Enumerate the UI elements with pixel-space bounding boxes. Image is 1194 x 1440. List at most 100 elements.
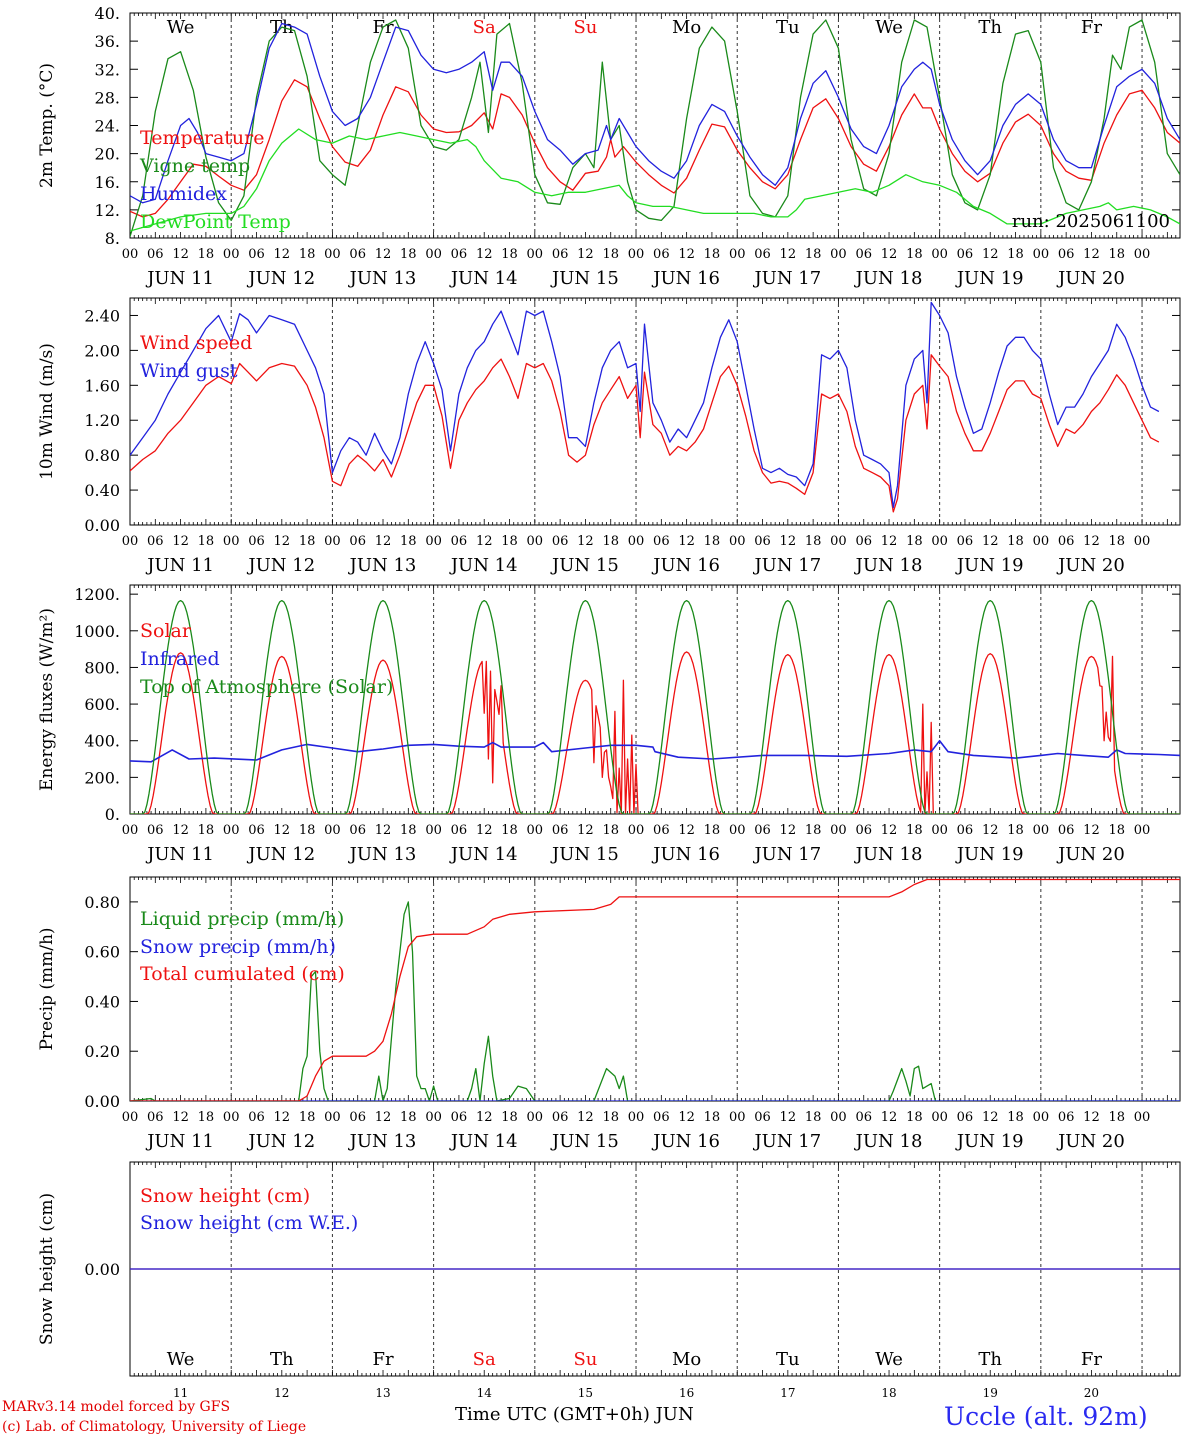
x-hour-label: 06 — [1058, 534, 1075, 549]
x-hour-label: 00 — [830, 534, 847, 549]
weekday-label: Mo — [672, 1349, 701, 1370]
x-hour-label: 00 — [830, 247, 847, 262]
x-hour-label: 18 — [400, 247, 417, 262]
x-hour-label: 18 — [704, 823, 721, 838]
x-hour-label: 06 — [552, 247, 569, 262]
day-number-label: 20 — [1084, 1386, 1099, 1400]
series-line-wind-gust — [130, 301, 1160, 509]
day-number-label: 11 — [173, 1386, 188, 1400]
x-hour-label: 06 — [1058, 1110, 1075, 1125]
x-day-label: JUN 19 — [955, 555, 1024, 576]
x-hour-label: 12 — [1083, 247, 1100, 262]
x-day-label: JUN 18 — [854, 1131, 923, 1152]
x-day-label: JUN 11 — [145, 844, 214, 865]
weekday-label: Th — [270, 1349, 294, 1370]
series-group — [130, 19, 1180, 237]
lab-credit: (c) Lab. of Climatology, University of L… — [2, 1419, 307, 1435]
x-hour-label: 06 — [754, 823, 771, 838]
weekday-label: Th — [978, 17, 1002, 38]
x-hour-label: 06 — [1058, 247, 1075, 262]
x-hour-label: 00 — [223, 1110, 240, 1125]
x-hour-label: 06 — [147, 1110, 164, 1125]
x-hour-label: 12 — [577, 534, 594, 549]
x-hour-label: 00 — [931, 534, 948, 549]
x-hour-label: 12 — [881, 823, 898, 838]
x-day-label: JUN 11 — [145, 555, 214, 576]
y-tick-label: 28. — [95, 88, 120, 107]
x-hour-label: 00 — [425, 1110, 442, 1125]
x-hour-label: 18 — [805, 823, 822, 838]
x-hour-label: 18 — [602, 534, 619, 549]
x-hour-label: 00 — [729, 247, 746, 262]
x-hour-label: 00 — [1033, 823, 1050, 838]
y-tick-label: 24. — [95, 117, 120, 136]
x-day-label: JUN 20 — [1056, 1131, 1125, 1152]
x-hour-label: 12 — [780, 823, 797, 838]
x-hour-label: 06 — [451, 534, 468, 549]
x-hour-label: 12 — [1083, 1110, 1100, 1125]
x-hour-label: 12 — [678, 823, 695, 838]
x-hour-label: 00 — [1033, 534, 1050, 549]
x-hour-label: 06 — [349, 534, 366, 549]
x-hour-label: 18 — [198, 247, 215, 262]
day-number-label: 12 — [274, 1386, 289, 1400]
y-tick-label: 0.40 — [84, 992, 120, 1011]
x-hour-label: 18 — [602, 823, 619, 838]
x-hour-label: 18 — [906, 534, 923, 549]
legend-entry: Temperature — [140, 127, 264, 149]
x-hour-label: 18 — [198, 1110, 215, 1125]
x-hour-label: 00 — [1134, 247, 1151, 262]
weekday-label: Fr — [1081, 17, 1102, 38]
x-day-label: JUN 15 — [550, 1131, 619, 1152]
x-hour-label: 06 — [855, 247, 872, 262]
x-hour-label: 12 — [982, 1110, 999, 1125]
x-hour-label: 00 — [830, 823, 847, 838]
y-tick-label: 2.40 — [84, 306, 120, 325]
x-hour-label: 12 — [476, 823, 493, 838]
series-group — [130, 878, 1180, 1101]
weekday-label: Fr — [1081, 1349, 1102, 1370]
x-hour-label: 12 — [172, 247, 189, 262]
x-hour-label: 00 — [1134, 823, 1151, 838]
y-tick-label: 0.60 — [84, 943, 120, 962]
x-hour-label: 06 — [653, 247, 670, 262]
x-hour-label: 00 — [122, 534, 139, 549]
y-tick-label: 1.20 — [84, 411, 120, 430]
legend-entry: Top of Atmosphere (Solar) — [140, 676, 393, 698]
legend-entry: Snow height (cm) — [140, 1185, 310, 1207]
x-hour-label: 12 — [982, 823, 999, 838]
station-name: Uccle (alt. 92m) — [944, 1402, 1148, 1431]
x-hour-label: 18 — [805, 1110, 822, 1125]
x-hour-label: 12 — [1083, 534, 1100, 549]
x-hour-label: 00 — [1134, 534, 1151, 549]
x-hour-label: 00 — [223, 247, 240, 262]
x-hour-label: 18 — [501, 823, 518, 838]
y-tick-label: 600. — [84, 695, 120, 714]
x-day-label: JUN 20 — [1056, 555, 1125, 576]
x-hour-label: 06 — [552, 534, 569, 549]
x-hour-label: 00 — [931, 823, 948, 838]
weekday-label: Su — [573, 1349, 597, 1370]
x-hour-label: 18 — [1007, 823, 1024, 838]
y-tick-label: 0.00 — [84, 1260, 120, 1279]
x-hour-label: 06 — [754, 534, 771, 549]
y-tick-label: 200. — [84, 768, 120, 787]
x-hour-label: 00 — [830, 1110, 847, 1125]
x-hour-label: 06 — [754, 1110, 771, 1125]
x-hour-label: 06 — [653, 1110, 670, 1125]
x-day-label: JUN 14 — [449, 268, 518, 289]
x-hour-label: 06 — [653, 823, 670, 838]
weekday-label: Th — [978, 1349, 1002, 1370]
y-tick-label: 36. — [95, 32, 120, 51]
panel-5: 0.00 Snow height (cm) We Th Fr Sa Su Mo Tu We Th Fr… — [37, 1161, 1181, 1400]
x-hour-label: 06 — [248, 247, 265, 262]
x-hour-label: 00 — [1033, 247, 1050, 262]
x-hour-label: 18 — [501, 534, 518, 549]
y-axis-title: Snow height (cm) — [37, 1193, 57, 1345]
x-hour-label: 00 — [1134, 1110, 1151, 1125]
x-hour-label: 00 — [324, 1110, 341, 1125]
x-hour-label: 18 — [1108, 247, 1125, 262]
x-hour-label: 12 — [375, 1110, 392, 1125]
x-hour-label: 06 — [754, 247, 771, 262]
x-hour-label: 18 — [906, 1110, 923, 1125]
